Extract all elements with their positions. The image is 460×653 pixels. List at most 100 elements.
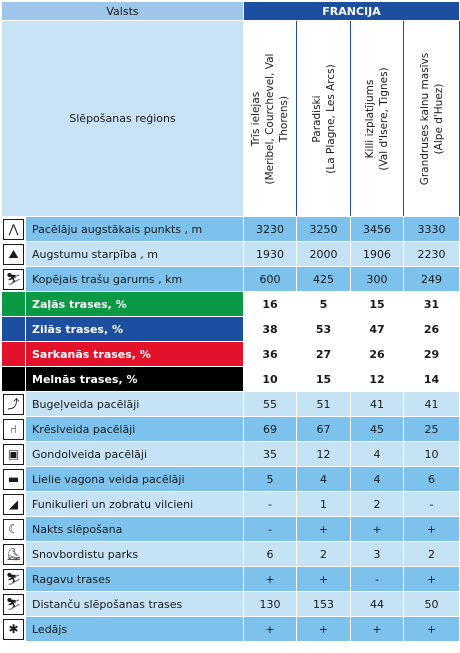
resort-header: Killi izplatījums (Val d'Isere, Tignes) — [350, 20, 404, 217]
icon-cell: ⋀ — [1, 216, 26, 242]
row-label: Kopējais trašu garums , km — [25, 266, 244, 292]
value-cell: 4 — [350, 466, 404, 492]
icon-cell: ☾ — [1, 516, 26, 542]
icon-cell: ⑁ — [1, 416, 26, 442]
value-cell: 25 — [402, 416, 460, 442]
table-row: Melnās trases, % 10 15 12 14 — [1, 366, 460, 392]
value-cell: + — [296, 616, 351, 642]
value-cell: 53 — [296, 316, 351, 342]
mountain-profile-icon: ⛰ — [3, 243, 24, 265]
resort-header: Paradiski (La Plagne, Les Arcs) — [296, 20, 351, 217]
table-row: Sarkanās trases, % 36 27 26 29 — [1, 341, 460, 367]
value-cell: 14 — [402, 366, 460, 392]
row-label: Lielie vagona veida pacēlāji — [25, 466, 244, 492]
value-cell: 4 — [350, 441, 404, 467]
value-cell: - — [350, 566, 404, 592]
value-cell: 12 — [296, 441, 351, 467]
resort-header: Grandruses kalnu masīvs (Alpe d'Huez) — [402, 20, 460, 217]
table-row: ⛷ Ragavu trases + + - + — [1, 566, 460, 592]
value-cell: 47 — [350, 316, 404, 342]
value-cell: 29 — [402, 341, 460, 367]
value-cell: 26 — [402, 316, 460, 342]
icon-cell — [1, 341, 26, 367]
value-cell: 27 — [296, 341, 351, 367]
value-cell: 38 — [243, 316, 297, 342]
icon-cell: ◢ — [1, 491, 26, 517]
sledge-icon: ⛷ — [3, 568, 24, 590]
value-cell: 55 — [243, 391, 297, 417]
value-cell: + — [402, 616, 460, 642]
value-cell: 425 — [296, 266, 351, 292]
icon-cell: ⛷ — [1, 591, 26, 617]
value-cell: 2 — [350, 491, 404, 517]
value-cell: - — [402, 491, 460, 517]
value-cell: + — [243, 616, 297, 642]
value-cell: + — [296, 566, 351, 592]
value-cell: 31 — [402, 291, 460, 317]
icon-cell: ▣ — [1, 441, 26, 467]
cable-car-icon: ▬ — [3, 468, 24, 490]
row-label: Sarkanās trases, % — [25, 341, 244, 367]
resort-header: Trīs ielejas (Meribel, Courchevel, Val Tho… — [243, 20, 297, 217]
value-cell: 1906 — [350, 241, 404, 267]
icon-cell: ▬ — [1, 466, 26, 492]
value-cell: 15 — [350, 291, 404, 317]
value-cell: 41 — [350, 391, 404, 417]
value-cell: 44 — [350, 591, 404, 617]
row-label: Pacēlāju augstākais punkts , m — [25, 216, 244, 242]
value-cell: 3230 — [243, 216, 297, 242]
icon-cell — [1, 316, 26, 342]
value-cell: 3330 — [402, 216, 460, 242]
value-cell: + — [350, 616, 404, 642]
value-cell: - — [243, 491, 297, 517]
table-row: ▣ Gondolveida pacēlāji 35 12 4 10 — [1, 441, 460, 467]
value-cell: 36 — [243, 341, 297, 367]
value-cell: 4 — [296, 466, 351, 492]
icon-cell: ⛸ — [1, 541, 26, 567]
table-row: Zilās trases, % 38 53 47 26 — [1, 316, 460, 342]
value-cell: 12 — [350, 366, 404, 392]
value-cell: 249 — [402, 266, 460, 292]
ski-resorts-table: Valsts FRANCIJA Slēpošanas reģions Trīs … — [1, 1, 460, 642]
row-label: Nakts slēpošana — [25, 516, 244, 542]
icon-cell: ⛰ — [1, 241, 26, 267]
country-column-label: Valsts — [1, 1, 244, 21]
row-label: Zilās trases, % — [25, 316, 244, 342]
header-row-country: Valsts FRANCIJA — [1, 1, 460, 21]
icon-cell: ✱ — [1, 616, 26, 642]
value-cell: + — [296, 516, 351, 542]
value-cell: 600 — [243, 266, 297, 292]
value-cell: 2 — [296, 541, 351, 567]
table-row: ▬ Lielie vagona veida pacēlāji 5 4 4 6 — [1, 466, 460, 492]
icon-cell — [1, 366, 26, 392]
value-cell: + — [350, 516, 404, 542]
header-row-resorts: Slēpošanas reģions Trīs ielejas (Meribel,… — [1, 20, 460, 217]
cross-country-icon: ⛷ — [3, 593, 24, 615]
value-cell: 35 — [243, 441, 297, 467]
value-cell: 153 — [296, 591, 351, 617]
value-cell: 69 — [243, 416, 297, 442]
region-label: Slēpošanas reģions — [1, 20, 244, 217]
value-cell: 2000 — [296, 241, 351, 267]
value-cell: 10 — [402, 441, 460, 467]
value-cell: 130 — [243, 591, 297, 617]
value-cell: + — [402, 516, 460, 542]
value-cell: 300 — [350, 266, 404, 292]
country-name: FRANCIJA — [242, 1, 460, 21]
table-row: ⛷ Distanču slēpošanas trases 130 153 44 50 — [1, 591, 460, 617]
value-cell: 5 — [296, 291, 351, 317]
drag-lift-icon: ⤴ — [3, 393, 24, 415]
row-label: Ledājs — [25, 616, 244, 642]
value-cell: 45 — [350, 416, 404, 442]
row-label: Ragavu trases — [25, 566, 244, 592]
value-cell: 16 — [243, 291, 297, 317]
table-row: ◢ Funikulieri un zobratu vilcieni -1 2- — [1, 491, 460, 517]
table-row: ✱ Ledājs + + + + — [1, 616, 460, 642]
value-cell: - — [243, 516, 297, 542]
table-row: ⤴ Bugeļveida pacēlāji 55 51 41 41 — [1, 391, 460, 417]
row-label: Gondolveida pacēlāji — [25, 441, 244, 467]
glacier-icon: ✱ — [3, 618, 24, 640]
row-label: Krēslveida pacēlāji — [25, 416, 244, 442]
skier-trail-icon: ⛷ — [3, 268, 24, 290]
row-label: Zaļās trases, % — [25, 291, 244, 317]
